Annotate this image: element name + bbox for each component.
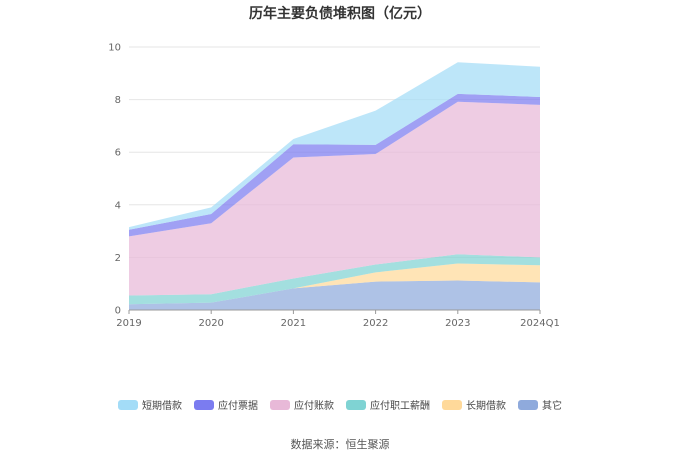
legend-swatch xyxy=(270,399,290,410)
axes: 0 2 4 6 8 10 2019 2020 2021 2022 2023 2024Q1 xyxy=(108,43,560,330)
legend-swatch xyxy=(518,399,538,410)
area-series xyxy=(129,62,540,310)
legend-swatch xyxy=(194,399,214,410)
legend-label: 其它 xyxy=(542,401,562,412)
y-tick-label: 4 xyxy=(115,200,121,211)
x-tick-label: 2022 xyxy=(363,318,388,329)
area-其它 xyxy=(129,280,540,310)
legend-item[interactable]: 应付职工薪酬 xyxy=(346,397,430,412)
legend-swatch xyxy=(118,399,138,410)
y-tick-label: 8 xyxy=(115,95,121,106)
area-长期借款 xyxy=(129,263,540,305)
legend-label: 长期借款 xyxy=(466,401,506,412)
area-应付账款 xyxy=(129,101,540,296)
area-应付票据 xyxy=(129,93,540,237)
y-tick-label: 10 xyxy=(108,43,121,54)
legend-item[interactable]: 应付票据 xyxy=(194,397,258,412)
x-tick-label: 2020 xyxy=(198,318,223,329)
area-短期借款 xyxy=(129,62,540,230)
legend-item[interactable]: 短期借款 xyxy=(118,397,182,412)
data-source-note: 数据来源：恒生聚源 xyxy=(290,438,390,451)
area-应付职工薪酬 xyxy=(129,254,540,305)
legend-item[interactable]: 长期借款 xyxy=(442,397,506,412)
x-tick-label: 2024Q1 xyxy=(520,318,560,329)
legend-label: 应付票据 xyxy=(218,401,258,412)
legend: 短期借款 应付票据 应付账款 应付职工薪酬 长期借款 其它 xyxy=(0,397,680,412)
x-tick-label: 2019 xyxy=(116,318,141,329)
x-tick-label: 2023 xyxy=(445,318,470,329)
stacked-area-chart: 0 2 4 6 8 10 2019 2020 2021 2022 2023 2024Q1 xyxy=(108,43,560,330)
y-tick-label: 2 xyxy=(115,253,121,264)
legend-item[interactable]: 应付账款 xyxy=(270,397,334,412)
y-tick-label: 0 xyxy=(115,306,121,317)
x-tick-label: 2021 xyxy=(281,318,306,329)
y-tick-label: 6 xyxy=(115,148,121,159)
legend-label: 短期借款 xyxy=(142,401,182,412)
chart-title: 历年主要负债堆积图（亿元） xyxy=(249,6,431,22)
legend-item[interactable]: 其它 xyxy=(518,397,562,412)
legend-label: 应付职工薪酬 xyxy=(370,401,430,412)
legend-swatch xyxy=(346,399,366,410)
legend-label: 应付账款 xyxy=(294,401,334,412)
legend-swatch xyxy=(442,399,462,410)
